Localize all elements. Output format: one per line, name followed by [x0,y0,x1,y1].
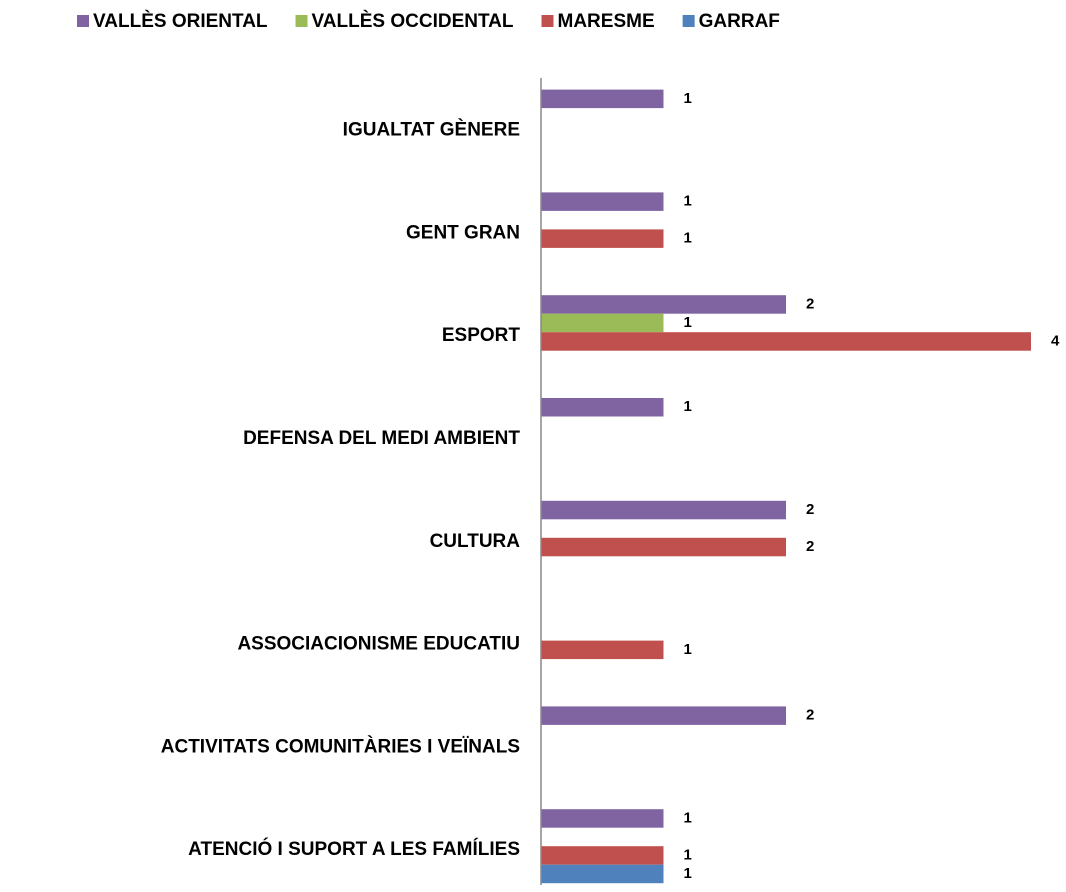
legend-label: VALLÈS ORIENTAL [93,10,268,32]
category-label: ESPORT [442,325,521,346]
bar [541,537,786,557]
bar [541,295,786,314]
bar [541,229,664,248]
value-label: 1 [684,314,692,331]
bar [541,89,664,109]
value-label: 1 [684,641,692,658]
category-label: GENT GRAN [406,222,520,243]
legend-swatch [682,15,695,27]
bar [541,846,664,865]
value-label: 2 [806,501,814,518]
legend-label: GARRAF [699,11,780,32]
bar [541,332,1031,351]
category-label: ACTIVITATS COMUNITÀRIES I VEÏNALS [161,735,520,757]
value-label: 2 [806,707,814,724]
value-label: 1 [684,846,692,863]
value-label: 2 [806,538,814,555]
value-label: 1 [684,230,692,247]
value-label: 1 [684,90,692,107]
bar [541,192,664,211]
value-label: 1 [684,398,692,415]
legend-label: VALLÈS OCCIDENTAL [312,10,514,32]
category-label: CULTURA [430,531,521,552]
legend-swatch [541,15,554,27]
value-label: 1 [684,193,692,210]
bar [541,313,664,333]
category-label: ATENCIÓ I SUPORT A LES FAMÍLIES [188,838,520,860]
value-label: 4 [1051,332,1060,349]
bar [541,864,664,884]
category-label: IGUALTAT GÈNERE [343,119,520,141]
legend-swatch [295,15,308,27]
category-label: DEFENSA DEL MEDI AMBIENT [243,428,520,449]
bar [541,809,664,828]
category-label: ASSOCIACIONISME EDUCATIU [237,634,520,655]
bar [541,706,786,725]
value-label: 1 [684,809,692,826]
legend-label: MARESME [558,11,655,32]
value-label: 2 [806,295,814,312]
value-label: 1 [684,865,692,882]
bar [541,398,664,417]
bar [541,500,786,520]
bar [541,640,664,660]
legend-swatch [77,15,89,27]
